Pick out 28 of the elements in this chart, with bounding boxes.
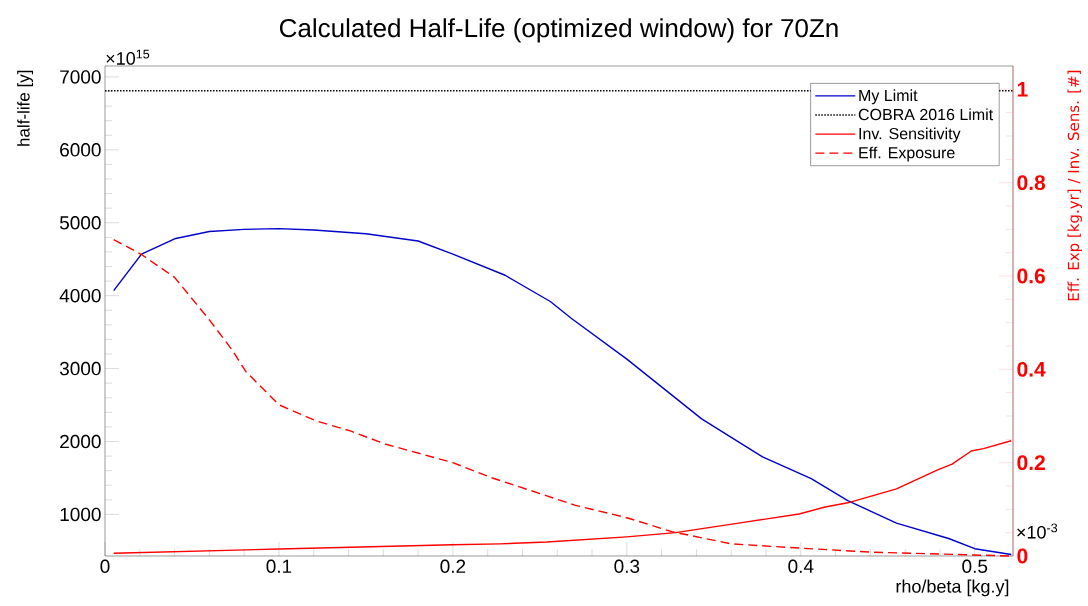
y2-tick-label: 0.2 — [1017, 455, 1045, 471]
y-axis-title: half-life [y] — [17, 70, 34, 146]
y2-tick-label: 0.8 — [1017, 175, 1046, 191]
legend-label: Inv. Sensitivity — [859, 127, 961, 143]
x-tick-label: 0.1 — [266, 559, 292, 573]
x-tick-label: 0.2 — [440, 559, 466, 573]
y-tick-label: 3000 — [59, 361, 101, 376]
y2-tick-label: 1 — [1017, 82, 1028, 97]
text: ×10$^{15}$ — [106, 49, 150, 65]
x-tick-label: 0 — [100, 559, 110, 573]
x-axis-title: rho/beta [kg.y] — [896, 579, 1009, 597]
legend-label: COBRA 2016 Limit — [858, 108, 994, 121]
y-tick-label: 5000 — [59, 216, 101, 230]
y2-tick-label: 0.6 — [1017, 268, 1045, 284]
y-tick-label: 4000 — [59, 288, 101, 303]
y2-tick-label: 0.4 — [1017, 361, 1046, 377]
legend-label: My Limit — [859, 89, 918, 105]
chart-title: Calculated Half-Life (optimized window) for 70Zn — [279, 18, 838, 43]
y-tick-label: 2000 — [60, 434, 101, 449]
y-tick-label: 1000 — [60, 507, 101, 522]
x-tick-label: 0.4 — [788, 559, 814, 573]
x-tick-label: 0.3 — [614, 559, 640, 573]
legend-label: Eff. Exposure — [859, 146, 955, 162]
text: ×10$^{-3}$ — [1017, 523, 1058, 539]
y-tick-label: 6000 — [60, 143, 101, 157]
y-tick-label: 7000 — [60, 70, 101, 84]
x-tick-label: 0.5 — [962, 559, 988, 573]
y2-axis-title: Eff. Exp [kg.yr] / Inv. Sens. [#] — [1067, 70, 1083, 301]
